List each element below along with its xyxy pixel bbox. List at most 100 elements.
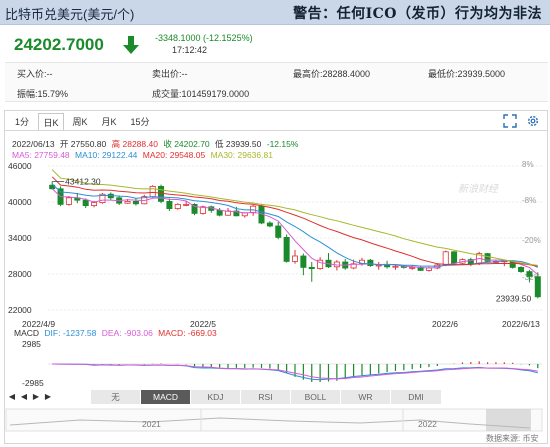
indicator-macd[interactable]: MACD (141, 390, 191, 404)
max-label: 43412.30 (65, 177, 101, 187)
legend-ma5: MA5: 27759.48 (12, 150, 70, 160)
legend-close: 收 24202.70 (163, 139, 210, 149)
candle-body (174, 203, 181, 209)
legend-pct: -12.15% (266, 139, 299, 149)
macd-dif: DIF: -1237.58 (44, 328, 97, 338)
title-bar: 比特币兑美元(美元/个) 警告：任何ICO（发币）行为均为非法 (0, 0, 550, 25)
quote-time: 17:12:42 (172, 45, 208, 55)
tab-divider (5, 130, 548, 131)
next-icon[interactable]: ▶ (32, 392, 40, 401)
y-tick-label: 28000 (8, 269, 32, 279)
candle-body (82, 199, 89, 206)
navigator-line (9, 417, 531, 429)
pct-tick-label: -32% (522, 273, 541, 282)
candle-body (199, 206, 206, 214)
tab-15min[interactable]: 15分 (130, 117, 150, 127)
candle-body (409, 266, 416, 269)
ma-line-ma20 (51, 176, 538, 267)
ico-warning: 警告：任何ICO（发币）行为均为非法 (293, 6, 542, 22)
navigator-year-label: 2022 (418, 419, 437, 429)
indicator-dmi[interactable]: DMI (391, 390, 442, 404)
first-icon[interactable]: ◀ (8, 392, 16, 401)
macd-legend: MACD DIF: -1237.58 DEA: -903.06 MACD: -6… (14, 328, 220, 338)
bid-price: 买入价:-- (17, 69, 53, 79)
y-tick-label: 46000 (8, 161, 32, 171)
down-arrow-icon (123, 36, 139, 54)
candle-body (534, 276, 541, 298)
pct-tick-label: 8% (522, 160, 534, 169)
candle-body (216, 209, 223, 216)
quote-stats: 买入价:-- 卖出价:-- 最高价:28288.4000 最低价:23939.5… (5, 62, 548, 102)
tab-1min[interactable]: 1分 (14, 117, 29, 127)
pct-tick-label: -20% (522, 236, 541, 245)
legend-high: 高 28288.40 (111, 139, 158, 149)
legend-ma10: MA10: 29122.44 (75, 150, 138, 160)
current-price: 24202.7000 (14, 35, 104, 54)
high-price: 最高价:28288.4000 (293, 69, 371, 79)
period-tabs: 1分 日K 周K 月K 15分 (5, 113, 548, 131)
candle-body (99, 193, 106, 203)
macd-dea-line (52, 363, 538, 380)
tab-monthly[interactable]: 月K (101, 117, 117, 127)
y-tick-label: 40000 (8, 197, 32, 207)
candle-body (518, 266, 525, 272)
low-price: 最低价:23939.5000 (428, 69, 506, 79)
legend-low: 低 23939.50 (215, 139, 262, 149)
x-tick-label: 2022/6/13 (502, 319, 540, 329)
candle-body (275, 225, 282, 238)
page-title: 比特币兑美元(美元/个) (5, 7, 135, 22)
legend-open: 开 27550.80 (59, 139, 107, 149)
tab-daily[interactable]: 日K (38, 113, 64, 131)
watermark: 新浪财经 (458, 183, 499, 195)
macd-tick-label: -2985 (22, 378, 44, 388)
indicator-tabs: ◀ ◀ ▶ ▶ 无 MACD KDJ RSI BOLL WR DMI (6, 390, 442, 404)
indicator-boll[interactable]: BOLL (291, 390, 341, 404)
fullscreen-icon[interactable] (503, 114, 517, 128)
candle-body (149, 185, 156, 197)
candle-body (384, 264, 391, 268)
candle-body (308, 266, 315, 269)
macd-value: MACD: -669.03 (158, 328, 217, 338)
candle-body (367, 259, 374, 267)
candle-body (132, 200, 139, 205)
navigator-year-label: 2021 (142, 419, 161, 429)
indicator-rsi[interactable]: RSI (241, 390, 291, 404)
candle-body (65, 197, 72, 205)
legend-ma30: MA30: 29636.81 (210, 150, 273, 160)
macd-title: MACD (14, 328, 40, 338)
candle-body (300, 255, 307, 268)
y-tick-label: 34000 (8, 233, 32, 243)
candle-body (158, 185, 165, 202)
tab-weekly[interactable]: 周K (72, 117, 88, 127)
gear-icon[interactable] (526, 114, 540, 128)
indicator-kdj[interactable]: KDJ (191, 390, 241, 404)
ma-legend: MA5: 27759.48 MA10: 29122.44 MA20: 29548… (12, 150, 276, 160)
min-label: 23939.50 (496, 293, 532, 303)
x-tick-label: 2022/5 (190, 319, 216, 329)
candle-body (91, 202, 98, 207)
prev-icon[interactable]: ◀ (20, 392, 28, 401)
price-change: -3348.1000 (-12.1525%) (155, 33, 253, 43)
candle-body (233, 210, 240, 217)
macd-dea: DEA: -903.06 (101, 328, 153, 338)
x-tick-label: 2022/6 (432, 319, 458, 329)
data-source: 数据来源: 币安 (486, 433, 538, 443)
last-icon[interactable]: ▶ (44, 392, 52, 401)
ma-line-ma5 (51, 188, 539, 275)
candle-body (442, 251, 449, 266)
candle-body (191, 203, 198, 214)
ma-line-ma30 (51, 169, 538, 266)
legend-date: 2022/06/13 (12, 139, 55, 149)
volume: 成交量:101459179.0000 (152, 89, 250, 99)
candle-body (166, 200, 173, 209)
pct-tick-label: -8% (522, 196, 536, 205)
legend-ma20: MA20: 29548.05 (142, 150, 206, 160)
candle-body (451, 251, 458, 264)
candle-body (283, 236, 290, 262)
candle-body (392, 265, 399, 268)
candle-body (526, 271, 533, 277)
indicator-none[interactable]: 无 (91, 390, 141, 404)
indicator-wr[interactable]: WR (341, 390, 391, 404)
candle-body (124, 200, 131, 204)
